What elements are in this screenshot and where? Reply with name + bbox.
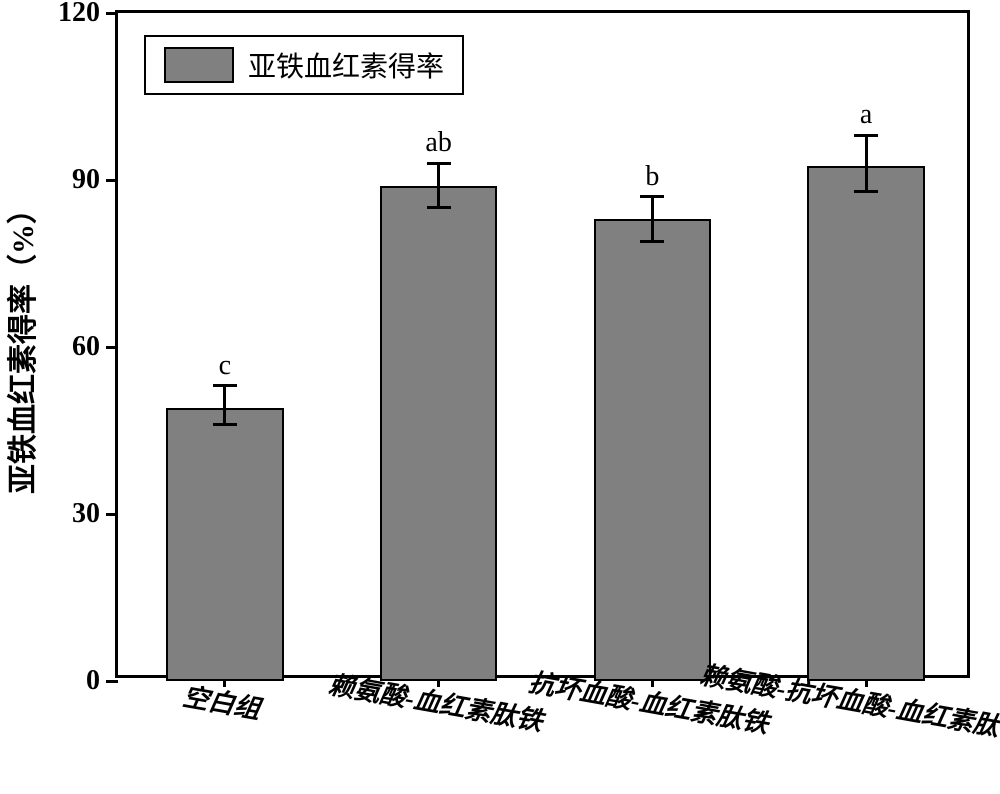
x-category-label: 空白组 xyxy=(180,676,263,726)
error-bar-cap xyxy=(427,206,451,209)
error-bar-stem xyxy=(437,163,440,208)
y-tick-label: 0 xyxy=(86,665,100,697)
error-bar-stem xyxy=(865,135,868,191)
y-tick xyxy=(106,12,118,15)
error-bar-cap xyxy=(854,134,878,137)
bar xyxy=(807,166,925,681)
y-tick-label: 30 xyxy=(72,498,100,530)
error-bar-cap xyxy=(213,384,237,387)
y-tick xyxy=(106,680,118,683)
plot-area: 0306090120c空白组ab赖氨酸-血红素肽铁b抗坏血酸-血红素肽铁a赖氨酸… xyxy=(115,10,970,678)
y-tick xyxy=(106,513,118,516)
error-bar-cap xyxy=(640,195,664,198)
significance-label: a xyxy=(860,99,872,131)
bar xyxy=(380,186,498,681)
legend-label: 亚铁血红素得率 xyxy=(248,45,444,85)
y-tick-label: 90 xyxy=(72,164,100,196)
error-bar-cap xyxy=(854,190,878,193)
legend: 亚铁血红素得率 xyxy=(144,35,464,95)
y-tick xyxy=(106,346,118,349)
y-tick xyxy=(106,179,118,182)
y-tick-label: 120 xyxy=(58,0,100,29)
y-tick-label: 60 xyxy=(72,331,100,363)
significance-label: b xyxy=(645,161,659,193)
legend-swatch xyxy=(164,47,234,83)
bar-chart-figure: 0306090120c空白组ab赖氨酸-血红素肽铁b抗坏血酸-血红素肽铁a赖氨酸… xyxy=(0,0,1000,794)
error-bar-stem xyxy=(223,386,226,425)
error-bar-cap xyxy=(213,423,237,426)
error-bar-cap xyxy=(640,240,664,243)
bar xyxy=(166,408,284,681)
significance-label: ab xyxy=(425,127,451,159)
error-bar-cap xyxy=(427,162,451,165)
error-bar-stem xyxy=(651,197,654,242)
significance-label: c xyxy=(219,350,231,382)
y-axis-label: 亚铁血红素得率（%） xyxy=(0,194,42,494)
bar xyxy=(594,219,712,681)
